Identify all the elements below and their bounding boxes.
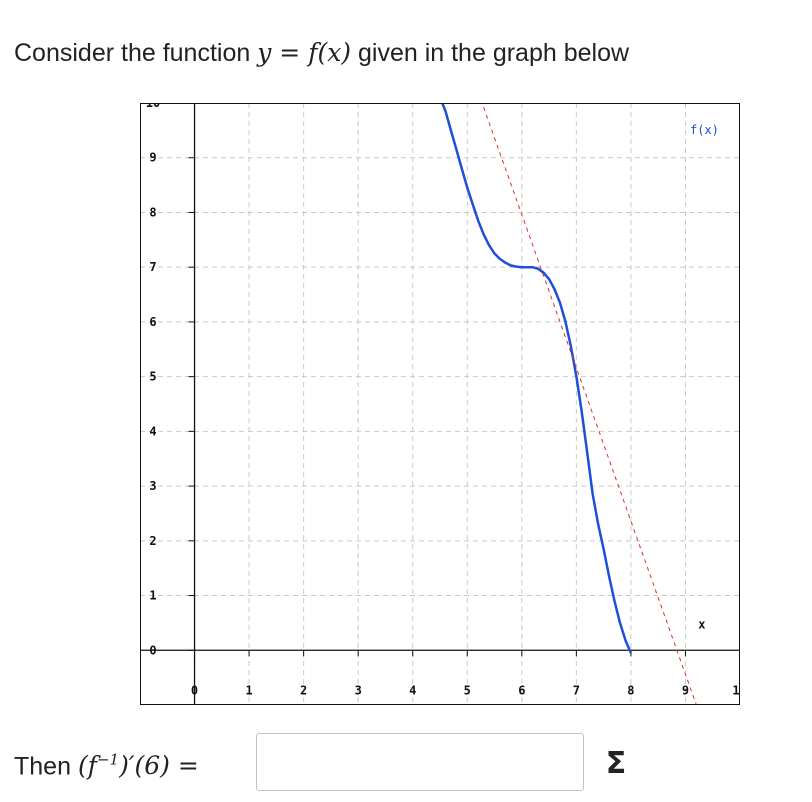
answer-prefix: Then bbox=[14, 752, 78, 781]
y-tick-label: 2 bbox=[149, 534, 156, 548]
y-tick-label: 6 bbox=[149, 315, 156, 329]
x-tick-label: 1 bbox=[732, 683, 739, 697]
y-tick-label: 5 bbox=[149, 370, 156, 384]
answer-input[interactable] bbox=[256, 733, 584, 791]
inverse-derivative-expression: (f−1)′(6) = bbox=[77, 751, 199, 781]
question-prefix: Consider the function bbox=[14, 39, 251, 67]
x-tick-label: 4 bbox=[409, 683, 416, 697]
answer-label: Then (f−1)′(6) = bbox=[14, 751, 199, 781]
x-tick-label: 2 bbox=[300, 683, 307, 697]
x-tick-label: 1 bbox=[245, 683, 252, 697]
legend-entry-fx: f(x) bbox=[690, 123, 719, 137]
function-notation: y = f(x) bbox=[257, 38, 352, 67]
x-tick-label: 9 bbox=[682, 683, 689, 697]
y-tick-label: 8 bbox=[149, 205, 156, 219]
y-tick-label: 4 bbox=[149, 424, 156, 438]
question-text: Consider the function y = f(x) given in … bbox=[14, 38, 629, 68]
y-tick-label: 9 bbox=[149, 151, 156, 165]
math-symbols-button[interactable]: Σ bbox=[594, 741, 638, 785]
x-tick-label: 7 bbox=[573, 683, 580, 697]
series-line-fx bbox=[440, 103, 633, 654]
y-tick-label: 0 bbox=[149, 643, 156, 657]
x-tick-label: 3 bbox=[355, 683, 362, 697]
x-tick-label: 0 bbox=[191, 683, 198, 697]
x-tick-label: 6 bbox=[518, 683, 525, 697]
y-tick-label: 1 bbox=[149, 589, 156, 603]
y-tick-label: 3 bbox=[149, 479, 156, 493]
question-suffix: given in the graph below bbox=[358, 39, 630, 67]
x-axis-marker: x bbox=[698, 617, 705, 631]
plot-frame bbox=[140, 103, 740, 705]
y-tick-label: 10 bbox=[146, 103, 160, 110]
y-tick-label: 7 bbox=[149, 260, 156, 274]
answer-row: Then (f−1)′(6) = Σ bbox=[14, 733, 654, 797]
x-tick-label: 5 bbox=[464, 683, 471, 697]
plot-background bbox=[140, 103, 740, 705]
x-tick-label: 8 bbox=[627, 683, 634, 697]
